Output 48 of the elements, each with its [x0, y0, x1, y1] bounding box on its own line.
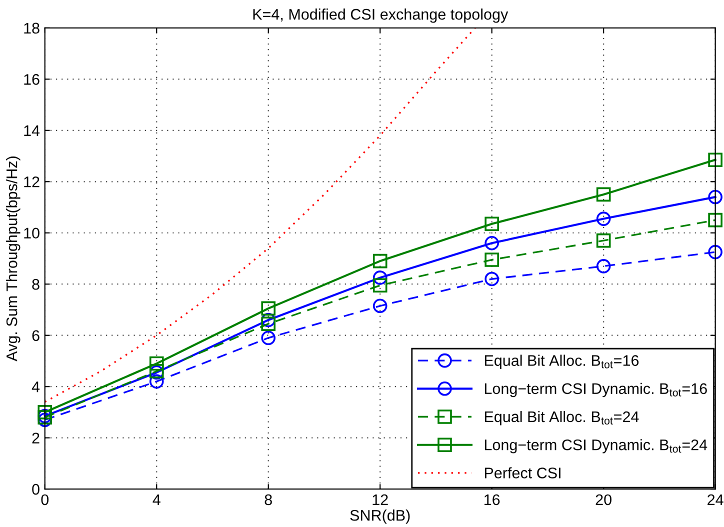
x-tick-label: 0: [41, 494, 49, 506]
chart-title: K=4, Modified CSI exchange topology: [253, 8, 508, 23]
y-tick-label: 16: [24, 74, 40, 85]
legend-label: Perfect CSI: [484, 467, 560, 478]
point: [596, 233, 611, 248]
line-series: [44, 28, 476, 403]
x-tick-label: 12: [372, 494, 388, 505]
x-axis-title: SNR(dB): [350, 510, 410, 524]
x-tick-label: 8: [264, 494, 272, 506]
point: [149, 374, 164, 389]
point: [372, 270, 388, 285]
point: [372, 298, 388, 314]
point: [484, 252, 499, 267]
x-tick-label: 4: [152, 494, 160, 505]
legend-label: Equal Bit Alloc. B$_{tot}$=16: [484, 354, 639, 369]
point: [484, 216, 499, 232]
point: [372, 254, 388, 268]
point: [484, 272, 499, 286]
y-tick-label: 4: [32, 382, 40, 392]
y-tick-label: 14: [24, 125, 40, 136]
y-tick-label: 8: [32, 278, 40, 290]
point: [149, 356, 164, 371]
legend-label: Long−term CSI Dynamic. B$_{tot}$=24: [484, 439, 708, 454]
point: [261, 316, 276, 331]
point: [708, 190, 722, 204]
legend-label: Long−term CSI Dynamic. B$_{tot}$=16: [484, 382, 707, 398]
point: [261, 301, 276, 316]
point: [596, 212, 611, 226]
point: [596, 187, 611, 202]
x-tick-label: 24: [708, 494, 724, 505]
y-tick-label: 0: [32, 484, 40, 495]
point: [261, 330, 276, 346]
point: [708, 212, 722, 228]
y-tick-label: 18: [24, 22, 40, 34]
point: [38, 405, 52, 420]
point: [708, 244, 722, 260]
point: [484, 236, 499, 250]
point: [596, 259, 611, 274]
point: [708, 152, 722, 168]
y-tick-label: 12: [24, 176, 40, 188]
y-tick-label: 10: [24, 228, 40, 239]
legend-label: Equal Bit Alloc. B$_{tot}$=24: [484, 410, 639, 426]
x-tick-label: 16: [484, 494, 500, 506]
point: [372, 278, 388, 293]
y-axis-title: Avg. Sum Throughput(bps/Hz): [6, 156, 20, 362]
x-tick-label: 20: [596, 494, 612, 506]
y-tick-label: 6: [32, 330, 40, 342]
y-tick-label: 2: [32, 432, 40, 444]
